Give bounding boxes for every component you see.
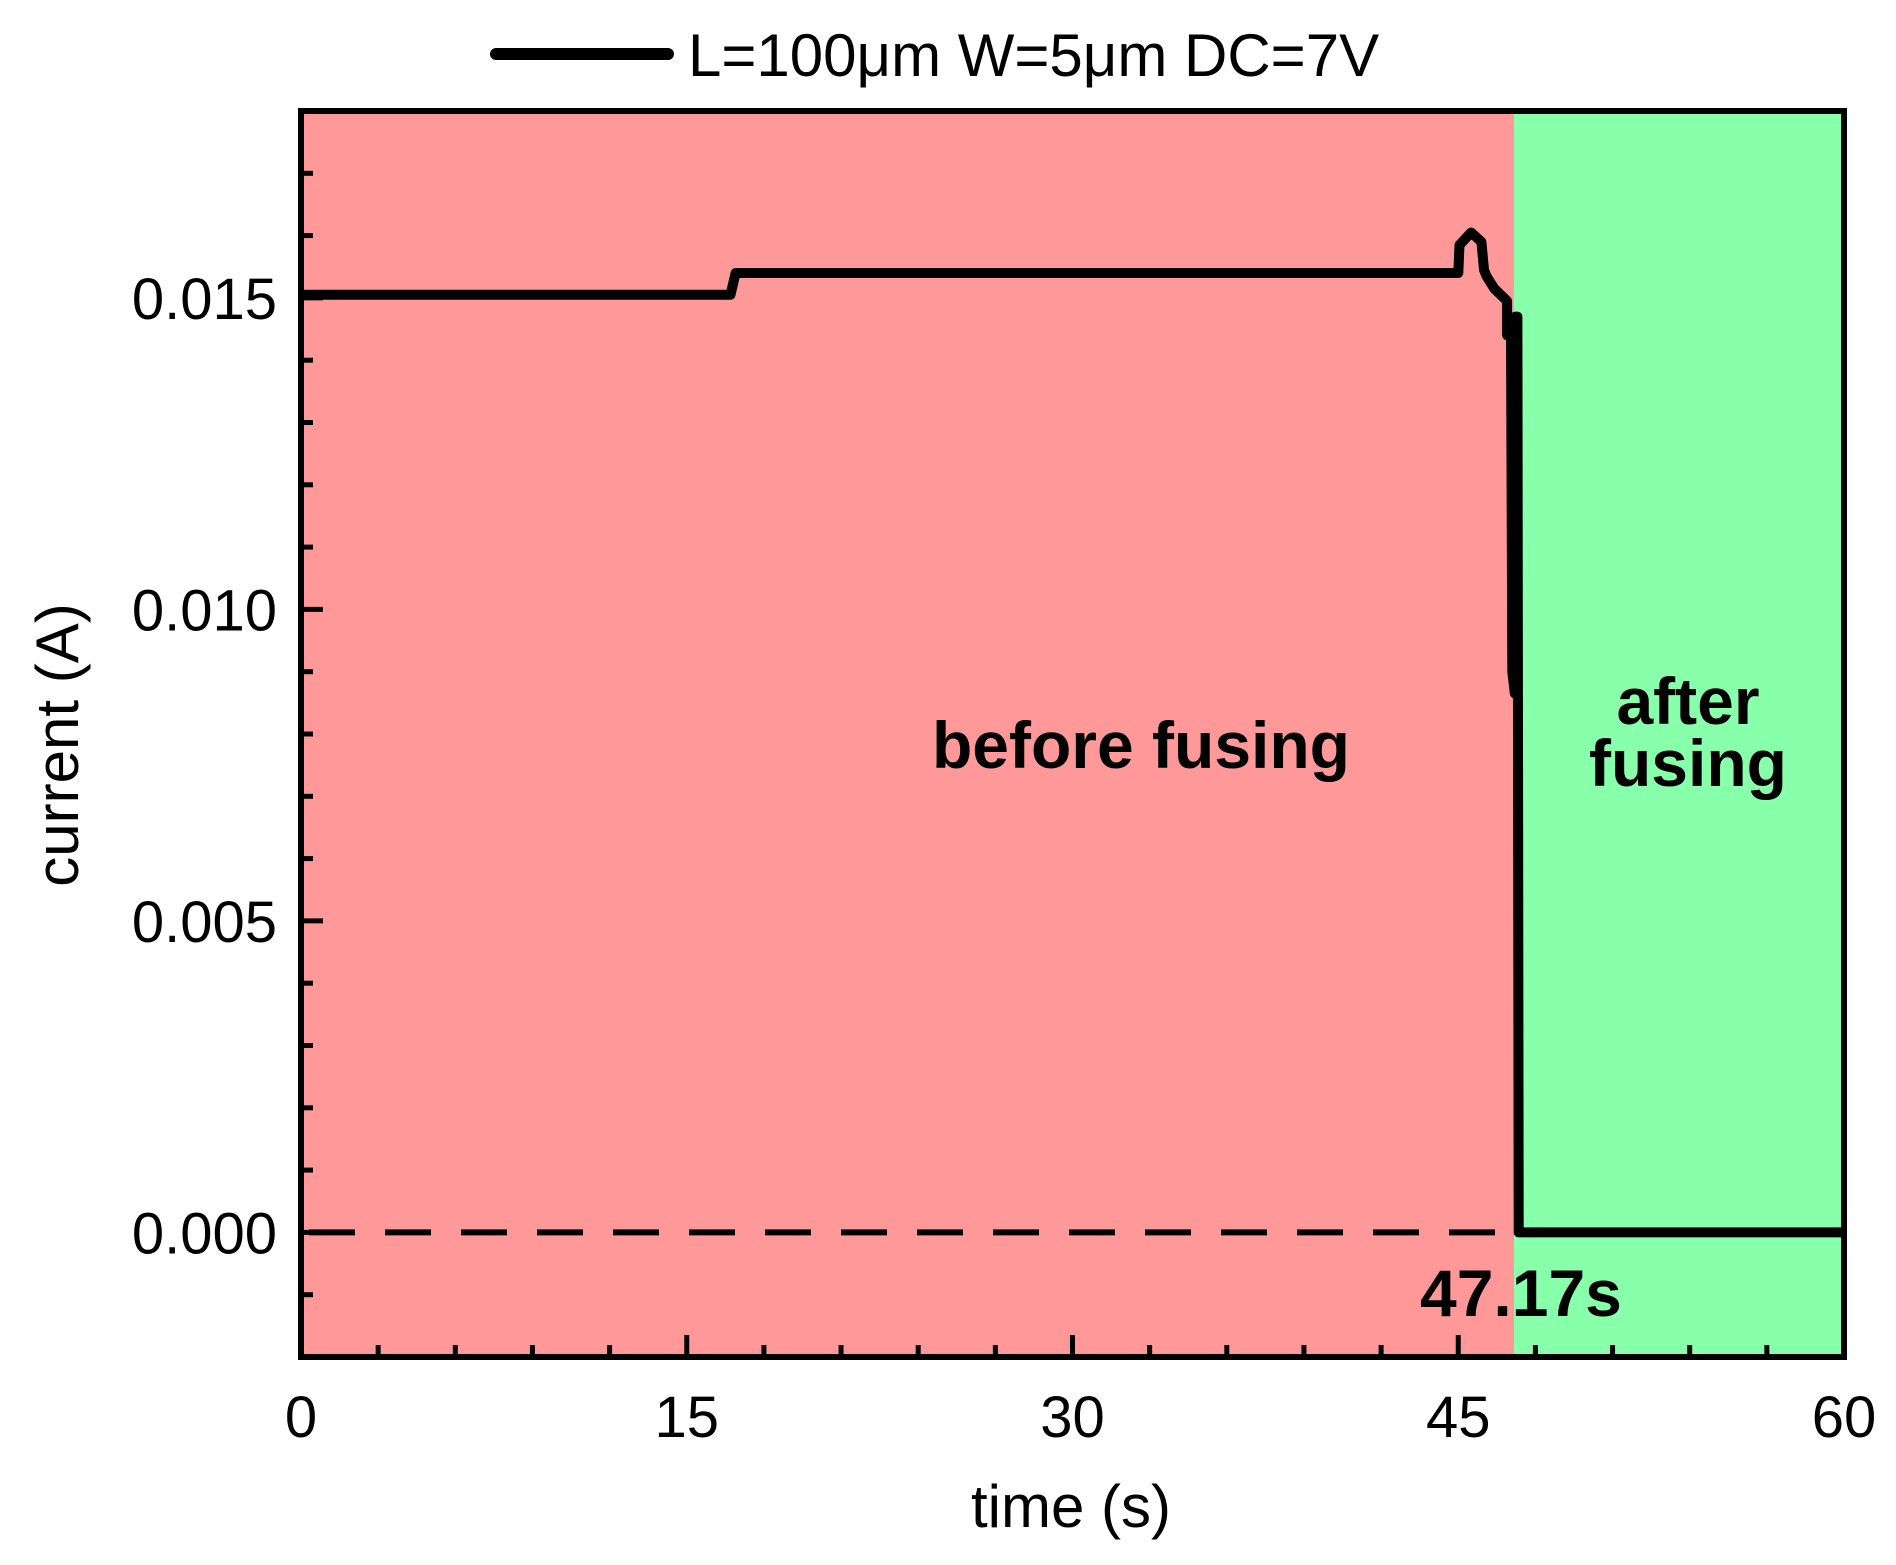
legend: L=100μm W=5μm DC=7V: [490, 22, 1379, 89]
legend-label: L=100μm W=5μm DC=7V: [688, 22, 1379, 89]
y-axis-title: current (A): [24, 603, 91, 886]
y-tick-label-0.000: 0.000: [132, 1201, 277, 1266]
x-tick-label-45: 45: [1426, 1385, 1491, 1450]
y-tick-label-0.015: 0.015: [132, 267, 277, 332]
x-tick-label-0: 0: [285, 1385, 317, 1450]
series-line-1: [301, 227, 1844, 1238]
tick-labels: 0 15 30 45 60 0.000 0.005 0.010 0.015: [132, 267, 1876, 1450]
x-axis-title: time (s): [971, 1473, 1171, 1540]
x-tick-label-15: 15: [654, 1385, 719, 1450]
region-label-after-fusing-line-2: fusing: [1589, 726, 1787, 800]
fusing-time-annotation: 47.17s: [1420, 1256, 1622, 1330]
y-tick-label-0.005: 0.005: [132, 890, 277, 955]
region-after-fusing: [1514, 111, 1844, 1357]
region-before-fusing: [301, 111, 1515, 1357]
region-label-after-fusing-line-1: after: [1616, 664, 1759, 738]
region-label-before-fusing: before fusing: [932, 708, 1350, 782]
x-tick-label-60: 60: [1812, 1385, 1877, 1450]
axis-ticks: [301, 170, 1770, 1357]
shaded-regions: [301, 111, 1844, 1357]
x-tick-label-30: 30: [1040, 1385, 1105, 1450]
y-tick-label-0.010: 0.010: [132, 578, 277, 643]
series-layer: [301, 227, 1844, 1238]
